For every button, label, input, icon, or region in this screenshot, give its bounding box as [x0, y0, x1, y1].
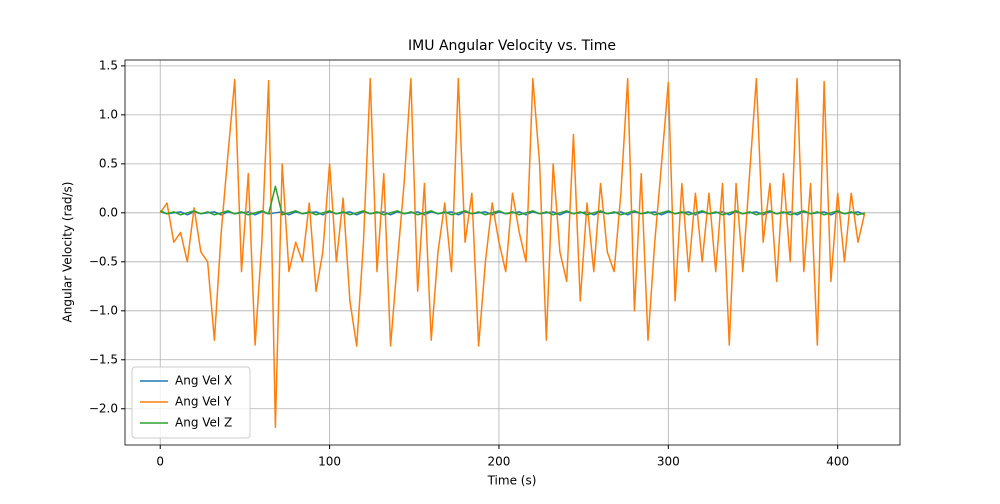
data-line [159, 185, 865, 216]
x-tick-label: 200 [487, 455, 510, 469]
y-tick-label: 0.0 [99, 205, 118, 219]
plot-frame [124, 59, 901, 446]
x-tick-label: 0 [156, 455, 164, 469]
y-axis-label: Angular Velocity (rad/s) [61, 182, 75, 323]
legend-label: Ang Vel X [175, 374, 232, 388]
y-tick-label: 1.0 [99, 107, 118, 121]
legend: Ang Vel X Ang Vel Y Ang Vel Z [131, 366, 251, 439]
y-tick-label: 1.5 [99, 58, 118, 72]
y-tick-label: −0.5 [89, 254, 118, 268]
data-line [159, 77, 866, 429]
y-tick-label: 0.5 [99, 156, 118, 170]
legend-box [131, 366, 251, 439]
legend-label: Ang Vel Z [175, 416, 232, 430]
x-axis-label: Time (s) [487, 474, 537, 488]
x-tick-label: 400 [826, 455, 849, 469]
x-tick-label: 100 [318, 455, 341, 469]
legend-label: Ang Vel Y [175, 395, 232, 409]
y-tick-label: −1.5 [89, 352, 118, 366]
chart-title: IMU Angular Velocity vs. Time [408, 38, 616, 54]
x-tick-label: 300 [657, 455, 680, 469]
y-tick-label: −1.0 [89, 303, 118, 317]
y-tick-label: −2.0 [89, 401, 118, 415]
